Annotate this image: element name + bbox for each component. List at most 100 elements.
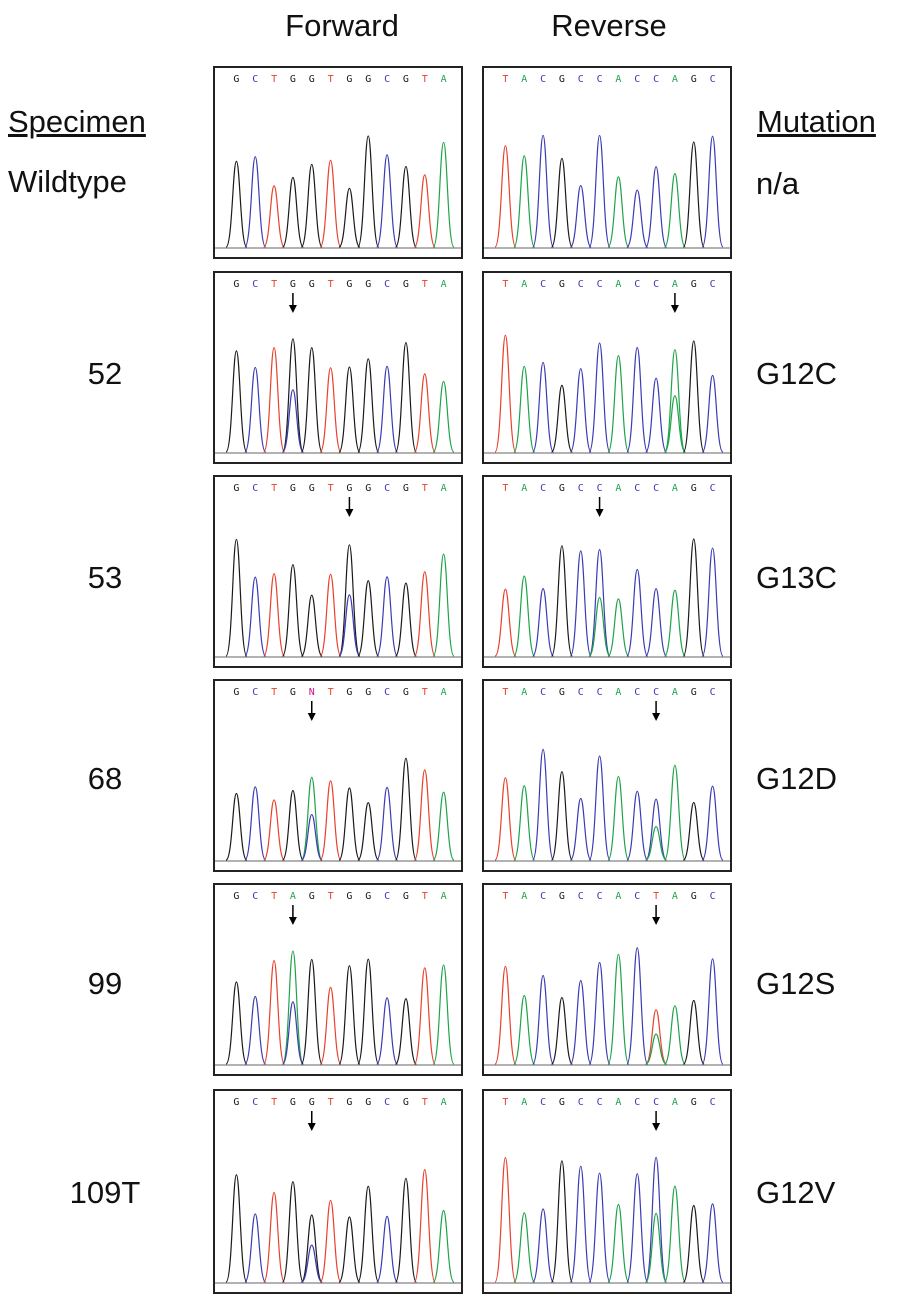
mutation-arrow-icon xyxy=(652,905,661,925)
trace-peak xyxy=(263,960,286,1065)
base-call-letter: G xyxy=(403,483,409,494)
trace-peak xyxy=(357,802,380,861)
base-call-letter: N xyxy=(309,687,315,698)
trace-peak xyxy=(300,163,323,248)
trace-peak xyxy=(682,801,705,861)
base-call-letter: T xyxy=(271,279,277,290)
trace-peak xyxy=(263,347,286,453)
secondary-trace-peak xyxy=(645,1033,667,1065)
base-call-letter: G xyxy=(346,483,352,494)
base-call-letter: G xyxy=(290,483,296,494)
trace-peak xyxy=(394,757,417,861)
base-call-letter: G xyxy=(403,1097,409,1108)
base-call-letter: C xyxy=(540,483,546,494)
specimen-header: Specimen xyxy=(8,104,146,139)
trace-peak xyxy=(701,547,724,657)
trace-peak xyxy=(300,594,323,657)
base-call-letter: T xyxy=(422,891,428,902)
base-call-letter: G xyxy=(691,483,697,494)
mutation-label: G12V xyxy=(756,1175,836,1210)
base-call-letter: T xyxy=(502,74,508,85)
base-call-letter: C xyxy=(252,279,258,290)
trace-peak xyxy=(701,374,724,453)
mutation-arrow-icon xyxy=(345,497,354,517)
base-call-letter: A xyxy=(441,74,447,85)
trace-peak xyxy=(494,777,517,861)
base-call-letter: T xyxy=(502,1097,508,1108)
trace-peak xyxy=(607,1203,630,1283)
trace-peak xyxy=(569,184,592,248)
trace-peak xyxy=(319,573,342,657)
base-call-letter: G xyxy=(559,891,565,902)
trace-peak xyxy=(319,367,342,453)
base-call-letter: C xyxy=(653,1097,659,1108)
trace-peak xyxy=(588,755,611,861)
base-call-letter: T xyxy=(271,891,277,902)
trace-peak xyxy=(607,355,630,453)
base-call-letter: G xyxy=(559,483,565,494)
base-call-letter: C xyxy=(597,1097,603,1108)
trace-peak xyxy=(513,785,536,861)
mutation-label: n/a xyxy=(756,166,800,201)
base-call-letter: G xyxy=(346,74,352,85)
base-call-letter: C xyxy=(578,483,584,494)
base-call-letter: G xyxy=(290,687,296,698)
trace-peak xyxy=(281,564,304,657)
trace-peak xyxy=(607,775,630,861)
base-call-letter: A xyxy=(615,74,621,85)
base-call-letter: C xyxy=(710,1097,716,1108)
trace-peak xyxy=(550,157,573,248)
trace-peak xyxy=(645,1156,668,1283)
trace-peak xyxy=(645,798,668,861)
base-call-letter: C xyxy=(634,74,640,85)
trace-peak xyxy=(357,958,380,1065)
trace-peak xyxy=(494,1156,517,1283)
base-call-letter: T xyxy=(502,483,508,494)
base-call-letter: C xyxy=(653,279,659,290)
base-call-letter: A xyxy=(672,74,678,85)
trace-peak xyxy=(376,365,399,453)
trace-peak xyxy=(225,350,248,453)
base-call-letter: C xyxy=(384,279,390,290)
base-call-letter: G xyxy=(403,279,409,290)
trace-peak xyxy=(376,154,399,248)
trace-peak xyxy=(432,380,455,453)
base-call-letter: G xyxy=(365,483,371,494)
trace-peak xyxy=(663,589,686,657)
base-call-letter: T xyxy=(328,687,334,698)
trace-peak xyxy=(281,1181,304,1283)
trace-peak xyxy=(413,769,436,861)
trace-peak xyxy=(413,571,436,657)
base-call-letter: G xyxy=(691,687,697,698)
base-call-letter: C xyxy=(384,1097,390,1108)
trace-peak xyxy=(645,377,668,453)
base-call-letter: C xyxy=(710,74,716,85)
base-call-letter: G xyxy=(290,74,296,85)
base-call-letter: T xyxy=(271,687,277,698)
base-call-letter: A xyxy=(441,483,447,494)
base-call-letter: G xyxy=(365,687,371,698)
base-call-letter: T xyxy=(653,891,659,902)
trace-peak xyxy=(319,986,342,1065)
base-call-letter: A xyxy=(521,891,527,902)
base-call-letter: T xyxy=(422,1097,428,1108)
trace-peak xyxy=(532,1208,555,1283)
trace-peak xyxy=(263,1192,286,1283)
base-call-letter: G xyxy=(309,74,315,85)
base-call-letter: C xyxy=(710,279,716,290)
base-call-letter: T xyxy=(422,687,428,698)
trace-peak xyxy=(626,1173,649,1283)
base-call-letter: A xyxy=(521,279,527,290)
trace-peak xyxy=(394,165,417,248)
trace-peak xyxy=(513,365,536,453)
trace-peak xyxy=(300,958,323,1065)
trace-peak xyxy=(357,580,380,657)
